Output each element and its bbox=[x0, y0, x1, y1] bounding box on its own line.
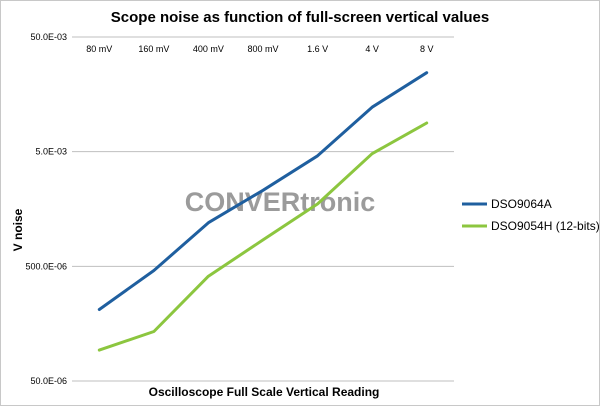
chart-title: Scope noise as function of full-screen v… bbox=[111, 9, 489, 26]
y-tick-labels: 50.0E-06 500.0E-06 5.0E-03 50.0E-03 bbox=[25, 32, 67, 386]
x-axis-title: Oscilloscope Full Scale Vertical Reading bbox=[149, 385, 380, 399]
legend-label: DSO9064A bbox=[491, 197, 552, 211]
category-labels: 80 mV 160 mV 400 mV 800 mV 1.6 V 4 V 8 V bbox=[86, 44, 433, 54]
legend-label: DSO9054H (12-bits) bbox=[491, 219, 600, 233]
series-line bbox=[97, 71, 429, 311]
y-tick-label: 50.0E-06 bbox=[30, 376, 67, 386]
category-label: 400 mV bbox=[193, 44, 224, 54]
y-tick-label: 5.0E-03 bbox=[35, 147, 67, 157]
series-lines bbox=[97, 71, 429, 352]
category-label: 800 mV bbox=[247, 44, 278, 54]
category-label: 160 mV bbox=[138, 44, 169, 54]
y-axis-title: V noise bbox=[11, 208, 25, 251]
category-label: 4 V bbox=[365, 44, 379, 54]
y-tick-label: 500.0E-06 bbox=[25, 261, 67, 271]
category-label: 80 mV bbox=[86, 44, 112, 54]
y-tick-label: 50.0E-03 bbox=[30, 32, 67, 42]
grid-lines bbox=[72, 36, 454, 382]
series-line bbox=[97, 121, 429, 352]
category-label: 8 V bbox=[420, 44, 434, 54]
category-label: 1.6 V bbox=[307, 44, 328, 54]
legend: DSO9064A DSO9054H (12-bits) bbox=[462, 197, 600, 233]
watermark: CONVERtronic bbox=[185, 187, 376, 217]
